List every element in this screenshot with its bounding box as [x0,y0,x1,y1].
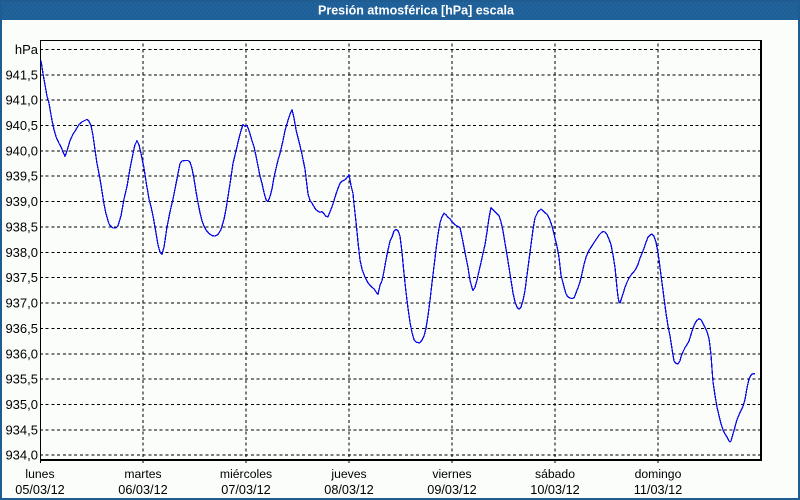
svg-text:08/03/12: 08/03/12 [324,483,373,497]
svg-text:941,0: 941,0 [5,93,38,108]
svg-text:935,0: 935,0 [5,397,38,412]
svg-text:viernes: viernes [432,467,471,481]
svg-text:939,5: 939,5 [5,169,38,184]
svg-text:941,5: 941,5 [5,67,38,82]
svg-text:935,5: 935,5 [5,372,38,387]
svg-text:937,5: 937,5 [5,270,38,285]
svg-text:938,0: 938,0 [5,245,38,260]
svg-text:jueves: jueves [330,467,366,481]
svg-text:937,0: 937,0 [5,296,38,311]
svg-text:10/03/12: 10/03/12 [530,483,579,497]
svg-text:Presión atmosférica [hPa] esca: Presión atmosférica [hPa] escala [318,4,515,18]
svg-text:06/03/12: 06/03/12 [118,483,167,497]
svg-text:11/03/12: 11/03/12 [634,483,682,497]
svg-text:07/03/12: 07/03/12 [221,483,270,497]
svg-text:hPa: hPa [15,42,39,57]
svg-text:939,0: 939,0 [5,194,38,209]
svg-text:09/03/12: 09/03/12 [427,483,476,497]
svg-text:domingo: domingo [635,467,682,481]
svg-text:936,5: 936,5 [5,321,38,336]
svg-text:05/03/12: 05/03/12 [15,483,64,497]
svg-text:martes: martes [124,467,161,481]
svg-text:934,0: 934,0 [5,448,38,463]
svg-text:sábado: sábado [535,467,575,481]
svg-text:936,0: 936,0 [5,346,38,361]
svg-text:940,0: 940,0 [5,143,38,158]
svg-text:lunes: lunes [25,467,54,481]
svg-text:940,5: 940,5 [5,118,38,133]
svg-text:934,5: 934,5 [5,422,38,437]
svg-text:938,5: 938,5 [5,220,38,235]
svg-text:miércoles: miércoles [220,467,272,481]
